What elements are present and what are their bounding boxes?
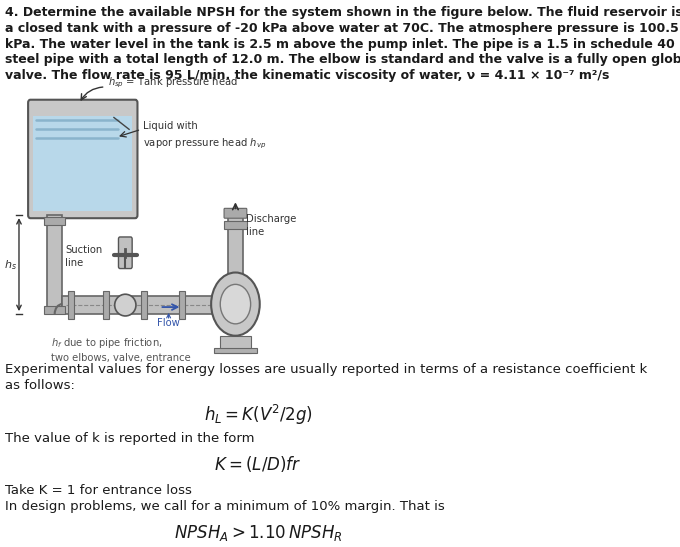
Bar (63, 296, 258, 314)
Text: $h_{sp}$ = Tank pressure head: $h_{sp}$ = Tank pressure head (108, 75, 238, 90)
Text: Discharge
line: Discharge line (246, 214, 296, 237)
Text: Suction
line: Suction line (65, 245, 103, 268)
Text: The value of k is reported in the form: The value of k is reported in the form (5, 433, 255, 445)
Bar (228, 210, 243, 276)
Text: $h_L = K(V^2/2g)$: $h_L = K(V^2/2g)$ (204, 403, 313, 427)
Text: valve. The flow rate is 95 L/min. the kinematic viscosity of water, ν = 4.11 × 1: valve. The flow rate is 95 L/min. the ki… (5, 69, 610, 82)
Bar (244, 291, 250, 319)
Text: $h_f$ due to pipe friction,
two elbows, valve, entrance: $h_f$ due to pipe friction, two elbows, … (51, 336, 190, 363)
FancyBboxPatch shape (118, 237, 132, 269)
Bar (103, 291, 109, 319)
Bar (47, 216, 63, 314)
Text: In design problems, we call for a minimum of 10% margin. That is: In design problems, we call for a minimu… (5, 499, 445, 513)
FancyBboxPatch shape (224, 208, 247, 218)
Text: Take K = 1 for entrance loss: Take K = 1 for entrance loss (5, 484, 192, 497)
Bar (214, 347, 257, 353)
Bar (69, 291, 74, 319)
Bar (141, 291, 148, 319)
Text: Flow: Flow (157, 318, 180, 328)
Text: $K = (L/D)fr$: $K = (L/D)fr$ (214, 454, 302, 474)
Text: steel pipe with a total length of 12.0 m. The elbow is standard and the valve is: steel pipe with a total length of 12.0 m… (5, 53, 680, 66)
Bar (44, 217, 65, 225)
Text: a closed tank with a pressure of -20 kPa above water at 70C. The atmosphere pres: a closed tank with a pressure of -20 kPa… (5, 22, 679, 34)
Text: $NPSH_A > 1.10\,NPSH_R$: $NPSH_A > 1.10\,NPSH_R$ (174, 523, 343, 543)
Bar (44, 306, 65, 314)
Circle shape (220, 284, 251, 324)
Ellipse shape (115, 294, 136, 316)
Text: Experimental values for energy losses are usually reported in terms of a resista: Experimental values for energy losses ar… (5, 363, 647, 376)
Text: as follows:: as follows: (5, 379, 75, 392)
Bar (224, 221, 247, 229)
Text: $h_s$: $h_s$ (4, 258, 17, 271)
Text: 4. Determine the available NPSH for the system shown in the figure below. The fl: 4. Determine the available NPSH for the … (5, 6, 680, 19)
Circle shape (211, 272, 260, 336)
Bar (33, 115, 132, 211)
Bar (180, 291, 186, 319)
Text: kPa. The water level in the tank is 2.5 m above the pump inlet. The pipe is a 1.: kPa. The water level in the tank is 2.5 … (5, 38, 675, 50)
Bar (220, 336, 251, 353)
Text: Liquid with
vapor pressure head $h_{vp}$: Liquid with vapor pressure head $h_{vp}$ (143, 121, 266, 150)
FancyBboxPatch shape (28, 100, 137, 218)
